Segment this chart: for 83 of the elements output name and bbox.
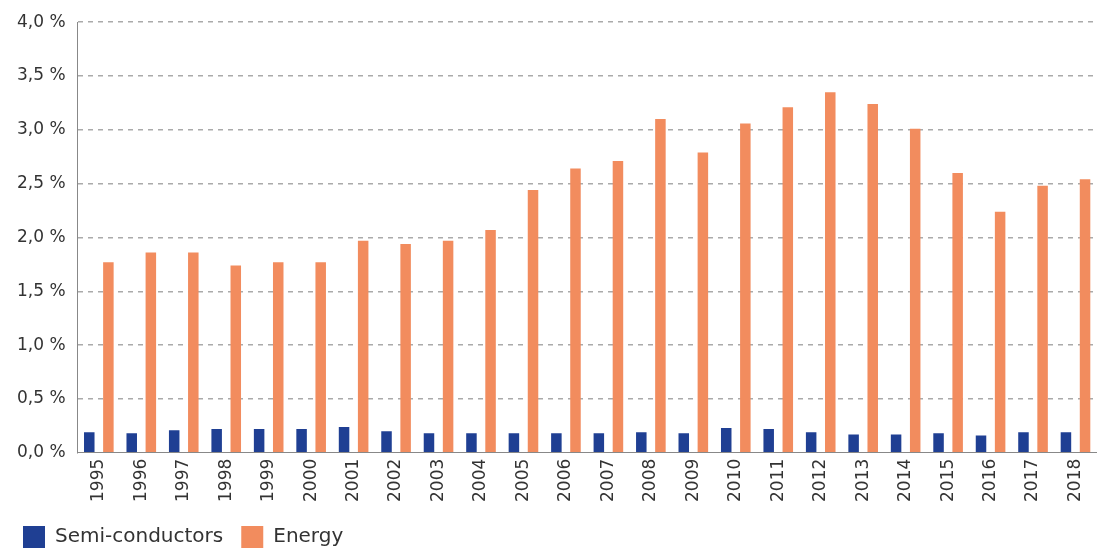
x-tick-label: 1999 bbox=[257, 458, 278, 502]
x-tick-label: 1998 bbox=[214, 458, 235, 502]
bar bbox=[612, 161, 624, 452]
bar bbox=[763, 429, 774, 452]
x-tick-label: 2002 bbox=[384, 458, 405, 502]
x-tick-label: 2009 bbox=[681, 458, 702, 502]
bar bbox=[952, 172, 963, 452]
bar bbox=[678, 433, 690, 452]
bar bbox=[296, 429, 307, 452]
x-tick-label: 2018 bbox=[1063, 458, 1084, 502]
x-tick-label: 1995 bbox=[87, 458, 108, 502]
x-tick-label: 2015 bbox=[936, 458, 957, 502]
bar bbox=[933, 433, 944, 452]
bar bbox=[442, 240, 454, 452]
legend-label: Energy bbox=[273, 523, 344, 548]
x-tick-label: 2013 bbox=[851, 458, 872, 502]
bar bbox=[103, 262, 114, 452]
bar bbox=[485, 229, 496, 452]
bar bbox=[272, 262, 284, 452]
bar bbox=[994, 211, 1006, 452]
y-tick-label: 0,5 % bbox=[17, 387, 66, 408]
x-tick-label: 1996 bbox=[129, 458, 150, 502]
y-tick-label: 3,5 % bbox=[17, 64, 66, 85]
bar bbox=[338, 426, 350, 452]
bar bbox=[145, 252, 157, 452]
x-tick-label: 2007 bbox=[596, 458, 617, 502]
y-tick-label: 2,0 % bbox=[17, 225, 66, 246]
bar bbox=[636, 432, 647, 452]
x-tick-label: 2004 bbox=[469, 458, 490, 502]
bar bbox=[1079, 179, 1091, 452]
x-tick-label: 2017 bbox=[1021, 458, 1042, 502]
y-tick-label: 1,0 % bbox=[17, 333, 66, 354]
bar bbox=[188, 252, 199, 452]
bar bbox=[890, 434, 902, 452]
bar bbox=[805, 432, 817, 452]
bar bbox=[84, 432, 95, 452]
bar bbox=[782, 107, 794, 452]
bar bbox=[740, 123, 751, 452]
bar bbox=[230, 265, 242, 452]
y-tick-label: 1,5 % bbox=[17, 279, 66, 300]
x-tick-label: 2000 bbox=[299, 458, 320, 502]
x-tick-label: 2001 bbox=[342, 458, 363, 502]
bar bbox=[1018, 432, 1029, 452]
bar bbox=[315, 262, 326, 452]
bar bbox=[909, 128, 921, 452]
bar bbox=[975, 435, 987, 452]
bar bbox=[527, 190, 539, 452]
bar bbox=[697, 152, 709, 452]
x-tick-label: 2006 bbox=[554, 458, 575, 502]
bar bbox=[867, 104, 878, 452]
y-tick-label: 3,0 % bbox=[17, 118, 66, 139]
x-tick-label: 2005 bbox=[511, 458, 532, 502]
y-tick-label: 2,5 % bbox=[17, 172, 66, 193]
bar bbox=[570, 168, 581, 452]
x-tick-label: 2010 bbox=[724, 458, 745, 502]
x-tick-label: 2003 bbox=[426, 458, 447, 502]
bar bbox=[1060, 432, 1072, 452]
bar bbox=[168, 430, 180, 452]
bar bbox=[400, 243, 411, 452]
bar bbox=[848, 434, 859, 452]
bar bbox=[253, 429, 265, 452]
y-tick-label: 0,0 % bbox=[17, 441, 66, 462]
bar bbox=[593, 433, 605, 452]
bar bbox=[720, 427, 732, 452]
x-tick-label: 2011 bbox=[766, 458, 787, 502]
x-tick-label: 1997 bbox=[172, 458, 193, 502]
bar bbox=[1037, 185, 1048, 452]
bar bbox=[126, 433, 137, 452]
bar bbox=[825, 92, 836, 452]
x-tick-label: 2012 bbox=[809, 458, 830, 502]
bar bbox=[381, 431, 392, 452]
bar bbox=[357, 240, 369, 452]
bar bbox=[655, 119, 666, 452]
bar bbox=[508, 433, 520, 452]
legend-label: Semi-conductors bbox=[55, 523, 224, 548]
x-tick-label: 2008 bbox=[639, 458, 660, 502]
y-tick-label: 4,0 % bbox=[17, 10, 66, 31]
bar bbox=[466, 433, 477, 452]
x-tick-label: 2014 bbox=[894, 458, 915, 502]
bar bbox=[211, 429, 222, 452]
x-tick-label: 2016 bbox=[978, 458, 999, 502]
bar bbox=[423, 433, 435, 452]
bar bbox=[551, 433, 562, 452]
